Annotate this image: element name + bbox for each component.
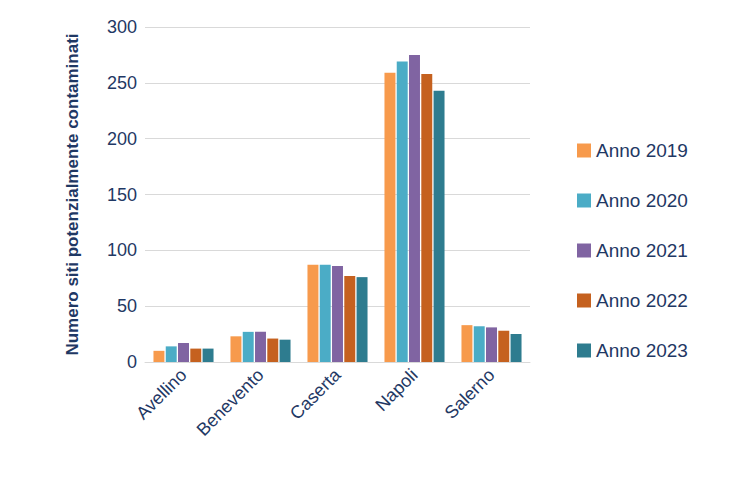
svg-text:300: 300: [107, 17, 137, 37]
svg-text:Benevento: Benevento: [193, 365, 268, 440]
svg-text:Numero siti potenzialmente con: Numero siti potenzialmente contaminati: [63, 33, 82, 355]
svg-text:Avellino: Avellino: [132, 365, 190, 423]
svg-text:Anno 2019: Anno 2019: [596, 140, 688, 161]
svg-text:Anno 2023: Anno 2023: [596, 340, 688, 361]
svg-text:150: 150: [107, 185, 137, 205]
svg-text:100: 100: [107, 240, 137, 260]
svg-text:Anno 2021: Anno 2021: [596, 240, 688, 261]
svg-text:Caserta: Caserta: [286, 365, 345, 424]
svg-text:Salerno: Salerno: [441, 365, 499, 423]
svg-text:0: 0: [127, 352, 137, 372]
svg-text:50: 50: [117, 296, 137, 316]
svg-text:250: 250: [107, 73, 137, 93]
svg-text:Anno 2022: Anno 2022: [596, 290, 688, 311]
svg-text:Anno 2020: Anno 2020: [596, 190, 688, 211]
svg-text:200: 200: [107, 129, 137, 149]
svg-text:Napoli: Napoli: [371, 365, 421, 415]
